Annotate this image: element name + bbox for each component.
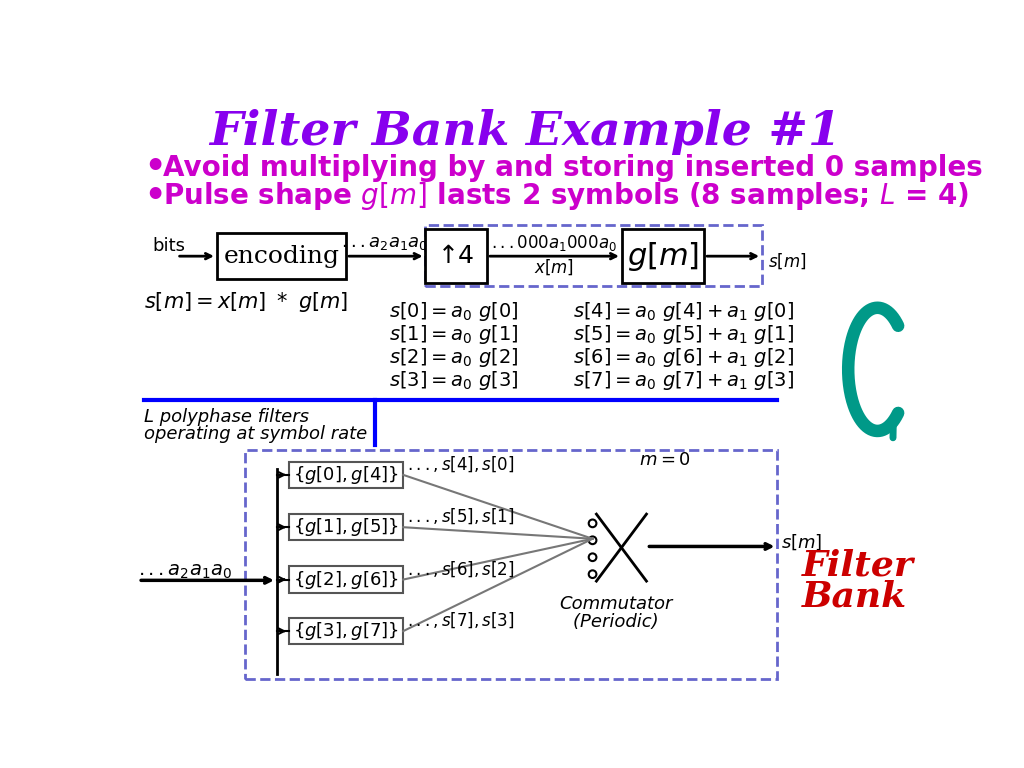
Text: $...\mathit{a}_2\mathit{a}_1\mathit{a}_0$: $...\mathit{a}_2\mathit{a}_1\mathit{a}_0… [341,234,428,252]
Text: $\{g[1],g[5]\}$: $\{g[1],g[5]\}$ [293,516,399,538]
Text: Pulse shape $\mathit{g}[\mathit{m}]$ lasts 2 symbols (8 samples; $\mathit{L}$ = : Pulse shape $\mathit{g}[\mathit{m}]$ las… [163,180,969,212]
Text: $\mathit{s}[3] = \mathit{a}_0\ \mathit{g}[3]$: $\mathit{s}[3] = \mathit{a}_0\ \mathit{g… [388,369,518,392]
Text: L polyphase filters: L polyphase filters [144,408,309,426]
Text: $m=0$: $m=0$ [639,452,690,469]
Text: $...,\mathit{s}[4],\mathit{s}[0]$: $...,\mathit{s}[4],\mathit{s}[0]$ [407,455,515,474]
Text: $\mathit{s}[6] = \mathit{a}_0\ \mathit{g}[6] + \mathit{a}_1\ \mathit{g}[2]$: $\mathit{s}[6] = \mathit{a}_0\ \mathit{g… [573,346,795,369]
Text: $\mathit{s}[5] = \mathit{a}_0\ \mathit{g}[5] + \mathit{a}_1\ \mathit{g}[1]$: $\mathit{s}[5] = \mathit{a}_0\ \mathit{g… [573,323,795,346]
Text: $\{g[0],g[4]\}$: $\{g[0],g[4]\}$ [293,464,399,486]
Text: ↑4: ↑4 [438,244,475,268]
Text: $\{g[3],g[7]\}$: $\{g[3],g[7]\}$ [293,621,399,642]
Text: •: • [144,180,166,213]
Text: Filter: Filter [802,548,913,583]
Bar [622,229,705,283]
Text: operating at symbol rate: operating at symbol rate [144,425,368,443]
Circle shape [589,554,596,561]
Text: (​Periodic​): (​Periodic​) [572,613,658,631]
Bar [245,450,777,679]
Bar [425,224,762,286]
Text: $\mathit{s}[0] = \mathit{a}_0\ \mathit{g}[0]$: $\mathit{s}[0] = \mathit{a}_0\ \mathit{g… [388,300,518,323]
Text: Bank: Bank [802,580,907,614]
Text: $\mathit{s}[7] = \mathit{a}_0\ \mathit{g}[7] + \mathit{a}_1\ \mathit{g}[3]$: $\mathit{s}[7] = \mathit{a}_0\ \mathit{g… [573,369,795,392]
Text: •: • [144,151,166,184]
Bar [289,618,403,644]
Circle shape [589,571,596,578]
Bar [289,462,403,488]
Text: $\mathit{s}[1] = \mathit{a}_0\ \mathit{g}[1]$: $\mathit{s}[1] = \mathit{a}_0\ \mathit{g… [388,323,518,346]
Text: $...,\mathit{s}[5],\mathit{s}[1]$: $...,\mathit{s}[5],\mathit{s}[1]$ [407,507,515,526]
Text: $\mathit{s}[2] = \mathit{a}_0\ \mathit{g}[2]$: $\mathit{s}[2] = \mathit{a}_0\ \mathit{g… [388,346,518,369]
Text: bits: bits [153,237,185,255]
Bar [217,233,346,280]
Text: $...\mathit{a}_2\mathit{a}_1\mathit{a}_0$: $...\mathit{a}_2\mathit{a}_1\mathit{a}_0… [138,561,232,581]
Text: $...,\mathit{s}[6],\mathit{s}[2]$: $...,\mathit{s}[6],\mathit{s}[2]$ [407,559,515,578]
Bar [289,514,403,541]
Text: Avoid multiplying by and storing inserted 0 samples: Avoid multiplying by and storing inserte… [163,154,983,181]
Circle shape [589,537,596,545]
Text: $\mathit{s}[\mathit{m}] = \mathit{x}[\mathit{m}]\ *\ \mathit{g}[\mathit{m}]$: $\mathit{s}[\mathit{m}] = \mathit{x}[\ma… [144,290,349,314]
Bar [425,229,487,283]
Text: Commutator: Commutator [559,595,673,613]
Text: $...000\mathit{a}_1000\mathit{a}_0$: $...000\mathit{a}_1000\mathit{a}_0$ [492,233,617,253]
Text: $\mathit{s}[\mathit{m}]$: $\mathit{s}[\mathit{m}]$ [768,252,807,271]
Text: $\{g[2],g[6]\}$: $\{g[2],g[6]\}$ [293,568,399,591]
Text: $\mathit{g}[\mathit{m}]$: $\mathit{g}[\mathit{m}]$ [627,240,699,273]
Text: $...,\mathit{s}[7],\mathit{s}[3]$: $...,\mathit{s}[7],\mathit{s}[3]$ [407,611,515,631]
Text: $\mathit{s}[4] = \mathit{a}_0\ \mathit{g}[4] + \mathit{a}_1\ \mathit{g}[0]$: $\mathit{s}[4] = \mathit{a}_0\ \mathit{g… [573,300,795,323]
Circle shape [589,519,596,527]
Bar [289,567,403,593]
Text: $\mathit{s}[\mathit{m}]$: $\mathit{s}[\mathit{m}]$ [781,533,822,552]
Text: $\mathit{x}[\mathit{m}]$: $\mathit{x}[\mathit{m}]$ [535,258,574,277]
Text: encoding: encoding [223,245,340,268]
Text: Filter Bank Example #1: Filter Bank Example #1 [209,109,841,155]
